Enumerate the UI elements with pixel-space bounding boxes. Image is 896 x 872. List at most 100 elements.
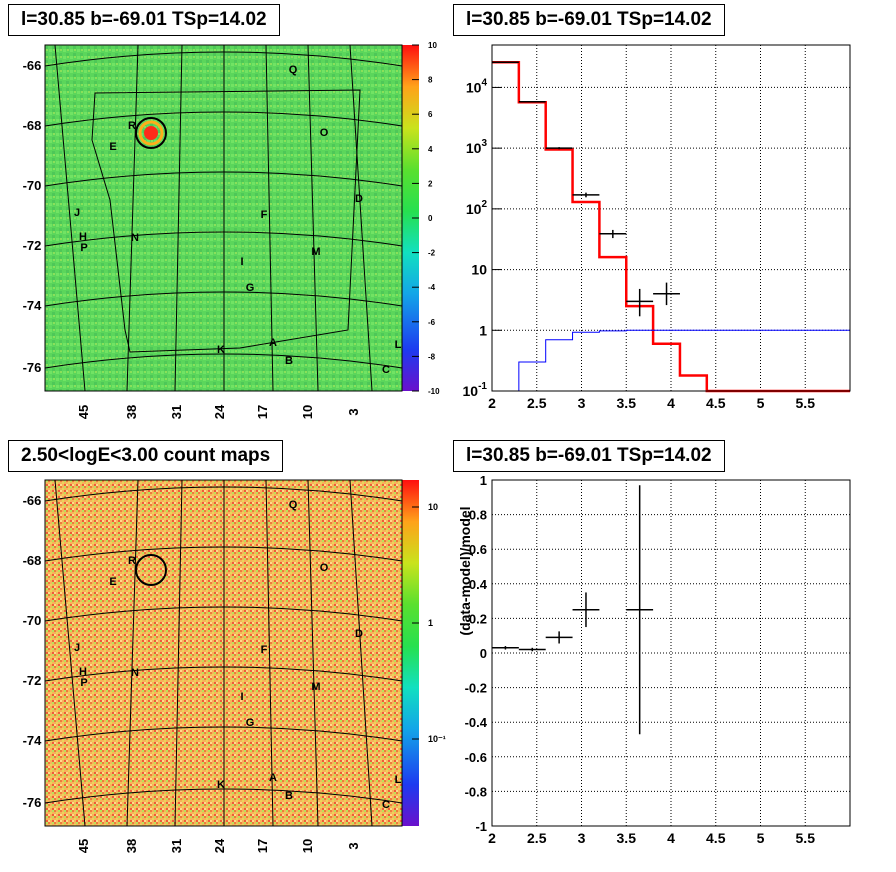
longitude-tick-label: 24 [212,838,227,853]
longitude-tick-label: 31 [169,405,184,419]
latitude-tick-label: -76 [23,795,42,810]
y-tick-label: 1 [479,322,487,338]
y-tick-label: -1 [475,819,487,834]
region-label: B [285,355,293,367]
y-tick-exponent: 3 [481,138,487,149]
region-label: H [79,666,87,678]
x-tick-label: 4.5 [706,830,726,846]
region-label: K [217,344,225,356]
colorbar-tick-label: 10 [428,502,438,512]
region-label: G [246,282,255,294]
region-label: O [320,562,329,574]
colorbar-tick-label: 8 [428,76,433,85]
region-label: J [74,207,80,219]
count-map-panel: -66 -68 -70 -72 -74 -76 45 38 31 24 17 10 3 Q R O E D J F HP… [23,479,446,853]
y-tick-label: 104 [466,77,488,95]
y-tick-label: -0.8 [465,784,487,799]
colorbar-tick-label: -10 [428,387,440,396]
y-tick-label: 102 [466,199,488,217]
count-map-title: 2.50<logE<3.00 count maps [8,440,284,472]
region-label: O [320,127,329,139]
latitude-tick-label: -66 [23,58,42,73]
x-tick-label: 5.5 [796,395,816,411]
map-grid [44,44,403,392]
x-tick-label: 4 [667,830,675,846]
region-label: R [128,120,136,132]
hotspot [144,126,158,140]
source-circle [135,554,167,586]
map-frame [44,44,403,392]
x-tick-label: 2 [488,830,496,846]
region-label: A [269,772,277,784]
colorbar-tick-label: -8 [428,352,436,361]
colorbar-tick-label: -6 [428,318,436,327]
y-axis-label: (data-model)/model [457,506,473,635]
x-tick-label: 3 [578,830,586,846]
x-tick-label: 5.5 [796,830,816,846]
y-tick-label: -0.2 [465,681,487,696]
region-label: Q [289,499,298,511]
x-tick-label: 3 [578,395,586,411]
latitude-tick-label: -74 [23,298,43,313]
longitude-tick-label: 10 [300,839,315,853]
region-label: H [79,231,87,243]
latitude-tick-label: -72 [23,673,42,688]
region-outline [91,89,361,353]
latitude-tick-label: -70 [23,613,42,628]
region-label: D [355,628,363,640]
longitude-tick-label: 31 [169,839,184,853]
region-label: C [382,799,390,811]
region-label: D [355,193,363,205]
region-label: I [240,256,243,268]
x-tick-label: 3.5 [617,830,637,846]
latitude-tick-label: -72 [23,238,42,253]
residual-title: l=30.85 b=-69.01 TSp=14.02 [453,440,725,472]
x-tick-label: 5 [757,830,765,846]
y-tick-label: 10-1 [463,381,488,399]
residual-panel: 2 2.5 3 3.5 4 4.5 5 5.5 1 0.8 0.6 0.4 0.2 0 -0.2 -0.4 -0… [457,473,851,846]
colorbar-tick-label: -4 [428,283,436,292]
colorbar-tick-label: 0 [428,214,433,223]
longitude-tick-label: 45 [76,405,91,419]
longitude-tick-label: 17 [255,405,270,419]
region-label: L [395,774,402,786]
y-tick-label: 0.2 [469,611,487,626]
y-tick-exponent: -1 [478,381,487,392]
latitude-tick-label: -70 [23,178,42,193]
region-label: F [261,644,268,656]
count-colorbar [402,480,419,826]
region-label: F [261,209,268,221]
source-circle [135,117,167,149]
colorbar-tick-label: 6 [428,110,433,119]
region-label: L [395,339,402,351]
hotspot-halo [138,120,164,146]
longitude-tick-label: 38 [124,839,139,853]
longitude-tick-label: 24 [212,404,227,419]
map-frame [44,479,403,827]
longitude-tick-label: 38 [124,405,139,419]
plot-frame [491,479,851,827]
region-label: E [109,141,116,153]
x-tick-label: 2.5 [527,830,547,846]
region-label: G [246,717,255,729]
plot-frame [491,44,851,392]
x-tick-label: 5 [757,395,765,411]
region-label: N [131,667,139,679]
latitude-tick-label: -76 [23,360,42,375]
region-label: R [128,555,136,567]
longitude-tick-label: 17 [255,839,270,853]
colorbar-tick-label: 4 [428,145,433,154]
region-label: M [311,681,320,693]
colorbar-tick-label: 10⁻¹ [428,734,446,744]
latitude-tick-label: -68 [23,118,42,133]
background-step-line [492,329,850,392]
y-tick-label: -0.4 [465,715,488,730]
y-tick-exponent: 4 [481,77,487,88]
significance-colorbar [402,45,419,391]
longitude-tick-label: 3 [346,408,361,415]
latitude-tick-label: -74 [23,733,43,748]
region-label: J [74,642,80,654]
significance-map-title: l=30.85 b=-69.01 TSp=14.02 [8,4,280,36]
y-tick-label: 0 [480,646,487,661]
y-tick-label: 103 [466,138,488,156]
